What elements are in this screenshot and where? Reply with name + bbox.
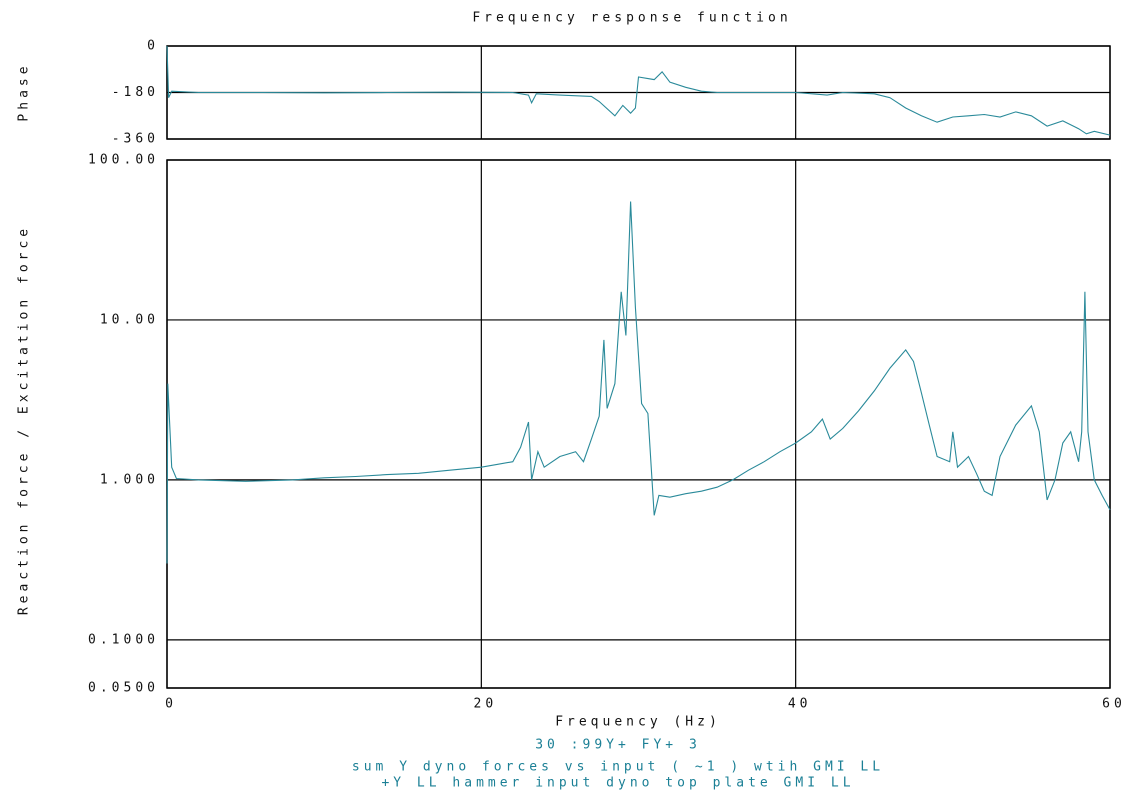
x-tick-label: 20 [474, 697, 498, 712]
plot-frame [166, 159, 1111, 689]
annotation: 30 :99Y+ FY+ 3 [535, 738, 701, 753]
annotation: +Y LL hammer input dyno top plate GMI LL [381, 776, 854, 791]
y-tick-label: -360 [112, 132, 159, 147]
y-tick-label: 0.1000 [88, 632, 159, 647]
y-axis-label: Reaction force / Excitation force [17, 225, 32, 615]
y-tick-label: 10.00 [100, 312, 159, 327]
data-line [166, 201, 1111, 564]
y-tick-label: 100.00 [88, 153, 159, 168]
y-tick-label: -180 [112, 85, 159, 100]
x-tick-label: 60 [1102, 697, 1126, 712]
annotation: sum Y dyno forces vs input ( ~1 ) wtih G… [352, 760, 884, 775]
x-tick-label: 0 [165, 697, 177, 712]
y-axis-label: Phase [17, 62, 32, 121]
x-axis-label: Frequency (Hz) [555, 715, 721, 730]
chart-title: Frequency response function [472, 11, 791, 26]
y-tick-label: 0 [147, 39, 159, 54]
x-tick-label: 40 [788, 697, 812, 712]
y-tick-label: 1.000 [100, 472, 159, 487]
y-tick-label: 0.0500 [88, 681, 159, 696]
data-line [166, 45, 1111, 136]
